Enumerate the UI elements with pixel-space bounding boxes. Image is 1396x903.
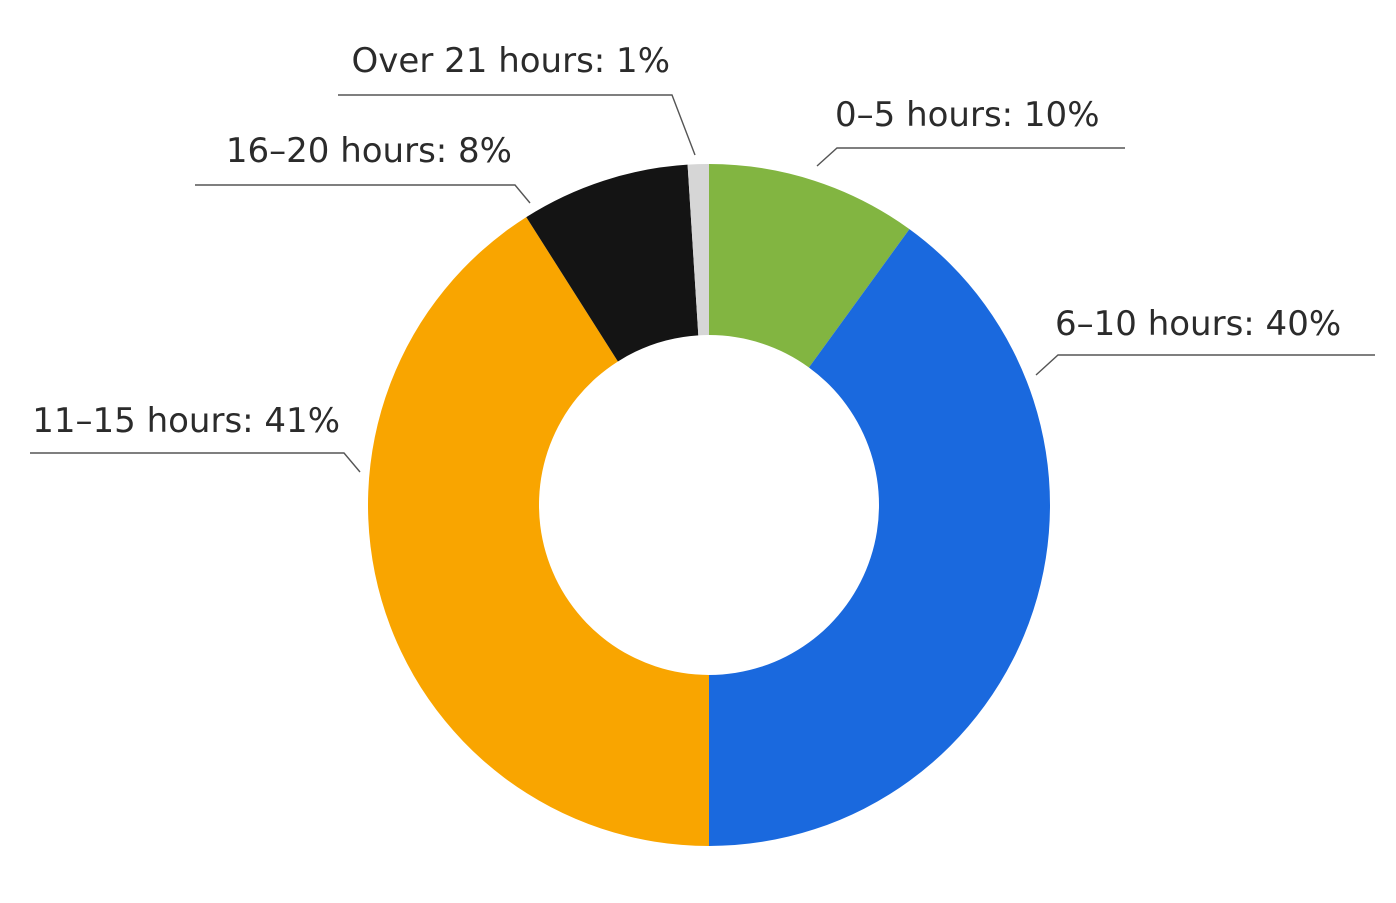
donut-slice [709,164,910,368]
slice-label: Over 21 hours: 1% [352,41,670,81]
donut-slice [526,164,699,362]
slice-label: 11–15 hours: 41% [32,401,340,441]
donut-slice [367,217,709,847]
donut-slice [687,164,709,336]
leader-line [816,147,1125,167]
leader-line [30,452,361,473]
leader-line [195,184,531,204]
slice-label: 16–20 hours: 8% [226,131,512,171]
slice-label: 6–10 hours: 40% [1055,304,1341,344]
slice-label: 0–5 hours: 10% [835,95,1100,135]
leader-line [1035,354,1375,376]
donut-slice [709,229,1050,847]
leader-line [338,94,696,156]
